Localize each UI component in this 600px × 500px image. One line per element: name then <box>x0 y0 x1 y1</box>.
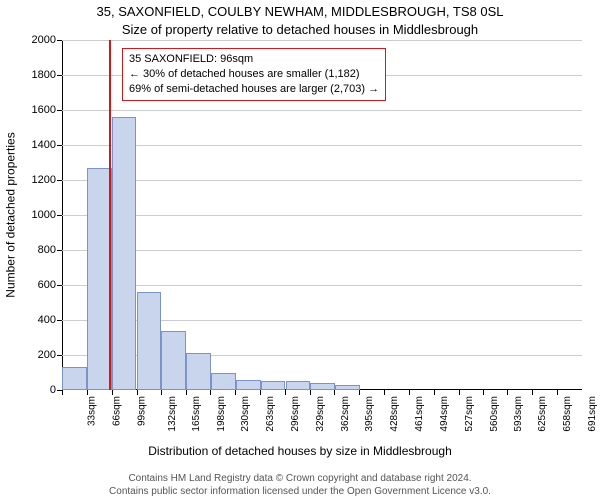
gridline <box>62 180 582 181</box>
y-tick-label: 1000 <box>32 209 56 221</box>
gridline <box>62 40 582 41</box>
histogram-bar <box>211 373 236 391</box>
x-tick-label: 132sqm <box>167 396 178 432</box>
histogram-bar <box>286 381 311 390</box>
x-tick-label: 625sqm <box>538 396 549 432</box>
y-tick <box>57 75 62 76</box>
chart-title-line2: Size of property relative to detached ho… <box>0 22 600 37</box>
x-tick <box>260 390 261 395</box>
x-tick-label: 461sqm <box>414 396 425 432</box>
x-tick-label: 198sqm <box>216 396 227 432</box>
x-tick-label: 593sqm <box>513 396 524 432</box>
x-axis-label: Distribution of detached houses by size … <box>0 444 600 458</box>
gridline <box>62 145 582 146</box>
y-tick <box>57 110 62 111</box>
annotation-line: ← 30% of detached houses are smaller (1,… <box>129 67 379 82</box>
annotation-line: 35 SAXONFIELD: 96sqm <box>129 52 379 67</box>
x-tick <box>161 390 162 395</box>
x-tick-label: 494sqm <box>439 396 450 432</box>
x-tick-label: 329sqm <box>315 396 326 432</box>
x-tick-label: 33sqm <box>87 396 98 426</box>
attribution-footer: Contains HM Land Registry data © Crown c… <box>0 473 600 498</box>
x-tick <box>62 390 63 395</box>
chart-title-line1: 35, SAXONFIELD, COULBY NEWHAM, MIDDLESBR… <box>0 4 600 19</box>
histogram-bar <box>186 353 211 390</box>
x-tick <box>186 390 187 395</box>
x-tick <box>483 390 484 395</box>
y-tick-label: 2000 <box>32 34 56 46</box>
x-tick <box>459 390 460 395</box>
x-tick <box>112 390 113 395</box>
y-tick-label: 1600 <box>32 104 56 116</box>
x-tick <box>384 390 385 395</box>
x-tick <box>87 390 88 395</box>
y-tick <box>57 180 62 181</box>
x-tick-label: 66sqm <box>111 396 122 426</box>
y-tick <box>57 355 62 356</box>
gridline <box>62 215 582 216</box>
x-tick-label: 230sqm <box>240 396 251 432</box>
x-tick <box>137 390 138 395</box>
gridline <box>62 110 582 111</box>
histogram-bar <box>112 117 137 390</box>
histogram-bar <box>335 385 360 390</box>
y-tick-label: 800 <box>38 244 56 256</box>
histogram-bar <box>137 292 162 390</box>
y-tick <box>57 250 62 251</box>
x-tick <box>310 390 311 395</box>
x-tick-label: 99sqm <box>136 396 147 426</box>
gridline <box>62 285 582 286</box>
x-tick-label: 527sqm <box>464 396 475 432</box>
y-tick-label: 1800 <box>32 69 56 81</box>
reference-line <box>109 40 111 390</box>
y-tick <box>57 320 62 321</box>
histogram-bar <box>161 331 186 391</box>
x-tick-label: 296sqm <box>290 396 301 432</box>
histogram-bar <box>236 380 261 391</box>
x-tick <box>507 390 508 395</box>
y-tick <box>57 285 62 286</box>
footer-line-1: Contains HM Land Registry data © Crown c… <box>0 473 600 486</box>
y-axis-label: Number of detached properties <box>2 40 20 390</box>
x-tick <box>532 390 533 395</box>
y-tick <box>57 215 62 216</box>
y-tick-label: 0 <box>50 384 56 396</box>
histogram-bar <box>62 367 87 390</box>
x-tick-label: 428sqm <box>389 396 400 432</box>
x-tick <box>434 390 435 395</box>
footer-line-2: Contains public sector information licen… <box>0 486 600 499</box>
x-tick-label: 165sqm <box>191 396 202 432</box>
x-tick <box>210 390 211 395</box>
x-tick-label: 658sqm <box>562 396 573 432</box>
x-tick <box>409 390 410 395</box>
y-tick-label: 200 <box>38 349 56 361</box>
x-tick-label: 560sqm <box>489 396 500 432</box>
x-tick-label: 263sqm <box>265 396 276 432</box>
histogram-bar <box>87 168 112 390</box>
x-tick <box>334 390 335 395</box>
histogram-bar <box>261 381 286 390</box>
x-tick <box>285 390 286 395</box>
x-tick <box>235 390 236 395</box>
histogram-bar <box>310 383 335 390</box>
annotation-box: 35 SAXONFIELD: 96sqm← 30% of detached ho… <box>122 48 386 101</box>
y-tick-label: 1400 <box>32 139 56 151</box>
x-tick-label: 691sqm <box>587 396 598 432</box>
y-tick-label: 1200 <box>32 174 56 186</box>
plot-area: 020040060080010001200140016001800200033s… <box>62 40 582 390</box>
annotation-line: 69% of semi-detached houses are larger (… <box>129 82 379 97</box>
x-tick <box>359 390 360 395</box>
y-tick-label: 600 <box>38 279 56 291</box>
y-tick <box>57 40 62 41</box>
x-tick <box>557 390 558 395</box>
gridline <box>62 250 582 251</box>
x-tick-label: 395sqm <box>364 396 375 432</box>
x-tick-label: 362sqm <box>340 396 351 432</box>
y-tick-label: 400 <box>38 314 56 326</box>
y-tick <box>57 145 62 146</box>
